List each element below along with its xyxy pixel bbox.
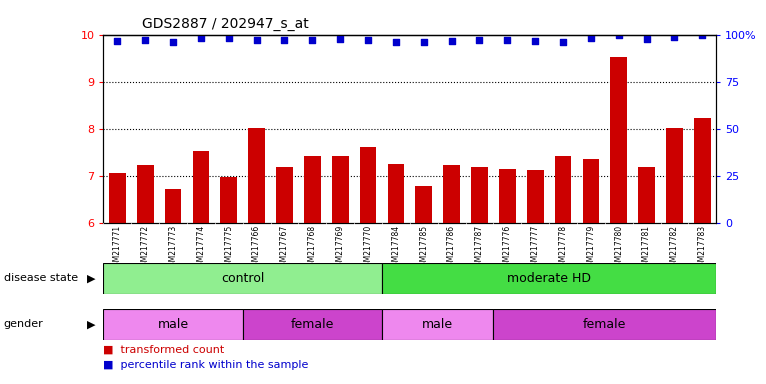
Point: [223, 35, 235, 41]
Point: [584, 35, 597, 41]
Text: GSM217785: GSM217785: [419, 225, 428, 271]
Bar: [382, 263, 716, 294]
Point: [473, 37, 486, 43]
Text: GSM217780: GSM217780: [614, 225, 624, 271]
Point: [139, 37, 152, 43]
Bar: [332, 156, 349, 223]
Point: [501, 37, 513, 43]
Point: [167, 39, 179, 45]
Text: GSM217775: GSM217775: [224, 225, 234, 271]
Text: ■  transformed count: ■ transformed count: [103, 344, 224, 354]
Bar: [382, 309, 493, 340]
Text: GSM217777: GSM217777: [531, 225, 540, 271]
Text: male: male: [422, 318, 453, 331]
Point: [334, 36, 346, 42]
Text: GSM217766: GSM217766: [252, 225, 261, 271]
Bar: [103, 263, 382, 294]
Text: GSM217783: GSM217783: [698, 225, 707, 271]
Point: [278, 37, 290, 43]
Text: moderate HD: moderate HD: [507, 272, 591, 285]
Bar: [276, 167, 293, 223]
Text: gender: gender: [4, 319, 44, 329]
Text: GSM217784: GSM217784: [391, 225, 401, 271]
Bar: [137, 166, 153, 223]
Bar: [415, 186, 432, 223]
Text: GSM217774: GSM217774: [196, 225, 205, 271]
Point: [250, 37, 263, 43]
Text: GSM217781: GSM217781: [642, 225, 651, 271]
Bar: [444, 166, 460, 223]
Point: [668, 34, 680, 40]
Text: GSM217772: GSM217772: [141, 225, 149, 271]
Point: [696, 32, 709, 38]
Text: GSM217786: GSM217786: [447, 225, 456, 271]
Point: [613, 32, 625, 38]
Point: [390, 39, 402, 45]
Text: control: control: [221, 272, 264, 285]
Text: disease state: disease state: [4, 273, 78, 283]
Text: female: female: [290, 318, 334, 331]
Text: GSM217773: GSM217773: [169, 225, 178, 271]
Text: GSM217767: GSM217767: [280, 225, 289, 271]
Point: [417, 39, 430, 45]
Bar: [243, 309, 382, 340]
Bar: [192, 151, 209, 223]
Bar: [165, 189, 182, 223]
Text: ▶: ▶: [87, 273, 96, 283]
Bar: [360, 147, 376, 223]
Bar: [248, 128, 265, 223]
Text: GSM217769: GSM217769: [336, 225, 345, 271]
Bar: [471, 167, 488, 223]
Bar: [582, 159, 599, 223]
Bar: [221, 177, 237, 223]
Text: female: female: [583, 318, 627, 331]
Point: [306, 37, 319, 43]
Text: GDS2887 / 202947_s_at: GDS2887 / 202947_s_at: [142, 17, 309, 31]
Bar: [555, 156, 571, 223]
Bar: [388, 164, 404, 223]
Point: [529, 38, 542, 44]
Bar: [103, 309, 243, 340]
Text: GSM217768: GSM217768: [308, 225, 317, 271]
Bar: [527, 170, 544, 223]
Bar: [499, 169, 516, 223]
Point: [446, 38, 458, 44]
Bar: [694, 118, 711, 223]
Point: [557, 39, 569, 45]
Text: GSM217771: GSM217771: [113, 225, 122, 271]
Text: GSM217787: GSM217787: [475, 225, 484, 271]
Bar: [109, 173, 126, 223]
Text: GSM217778: GSM217778: [558, 225, 568, 271]
Bar: [611, 57, 627, 223]
Text: ■  percentile rank within the sample: ■ percentile rank within the sample: [103, 360, 309, 370]
Bar: [493, 309, 716, 340]
Point: [640, 36, 653, 42]
Text: male: male: [158, 318, 188, 331]
Point: [362, 37, 374, 43]
Text: ▶: ▶: [87, 319, 96, 329]
Text: GSM217776: GSM217776: [502, 225, 512, 271]
Bar: [666, 128, 683, 223]
Text: GSM217779: GSM217779: [586, 225, 595, 271]
Point: [195, 35, 207, 41]
Text: GSM217770: GSM217770: [364, 225, 372, 271]
Point: [111, 38, 123, 44]
Bar: [304, 156, 321, 223]
Bar: [638, 167, 655, 223]
Text: GSM217782: GSM217782: [670, 225, 679, 271]
